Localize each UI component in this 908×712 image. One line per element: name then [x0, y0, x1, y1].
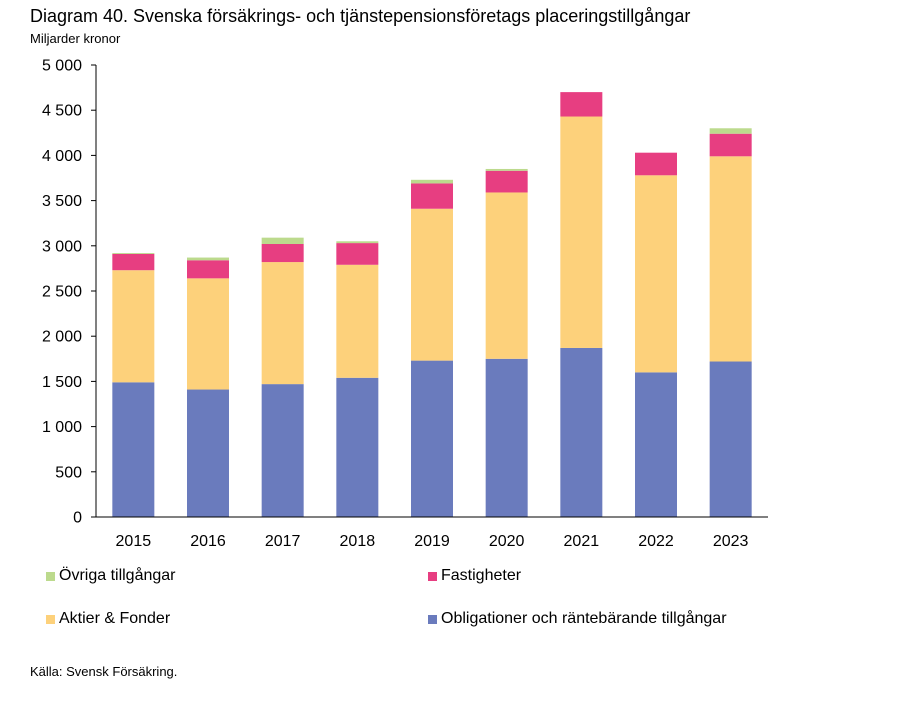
bar-segment: [411, 183, 453, 209]
y-tick-label: 4 000: [42, 148, 82, 165]
bar-segment: [709, 128, 752, 134]
bar-segment: [336, 243, 379, 265]
x-tick-label: 2015: [116, 533, 152, 550]
bar-segment: [709, 156, 752, 362]
legend-swatch: [46, 571, 55, 581]
legend-item: Obligationer och räntebärande tillgångar: [428, 609, 826, 629]
bar-segment: [112, 253, 155, 254]
bar-segment: [560, 92, 603, 117]
y-tick-label: 4 500: [42, 103, 82, 120]
y-tick-label: 5 000: [42, 58, 82, 75]
bar-segment: [635, 175, 677, 373]
x-tick-label: 2019: [414, 533, 450, 550]
bar-segment: [187, 389, 229, 517]
x-tick-label: 2020: [489, 533, 525, 550]
chart-legend: Övriga tillgångar Fastigheter Aktier & Fon…: [46, 566, 826, 629]
y-tick-label: 1 500: [42, 374, 82, 391]
legend-item: Fastigheter: [428, 566, 826, 586]
x-tick-label: 2021: [564, 533, 600, 550]
bar-segment: [485, 168, 528, 171]
legend-swatch: [46, 614, 55, 624]
y-tick-label: 2 500: [42, 284, 82, 301]
bar-segment: [485, 192, 528, 359]
bar-segment: [485, 358, 528, 517]
bar-segment: [411, 208, 453, 361]
bar-segment: [709, 133, 752, 157]
bar-segment: [709, 361, 752, 517]
legend-swatch: [428, 614, 437, 624]
bar-segment: [635, 152, 677, 176]
legend-label: Fastigheter: [441, 567, 522, 584]
bar-segment: [336, 377, 379, 517]
source-note: Källa: Svensk Försäkring.: [30, 664, 178, 679]
legend-item: Övriga tillgångar: [46, 566, 428, 586]
y-axis-unit: Miljarder kronor: [30, 31, 121, 46]
bar-segment: [411, 179, 453, 184]
legend-label: Aktier & Fonder: [59, 610, 171, 627]
bar-segment: [485, 170, 528, 193]
legend-item: Aktier & Fonder: [46, 609, 428, 629]
bar-segment: [560, 116, 603, 348]
stacked-bar-chart: 0 500 1 000 1 500 2 000 2 500 3 000 3 500 4 000 4…: [42, 58, 768, 550]
y-tick-label: 3 500: [42, 193, 82, 210]
bar-segment: [635, 372, 677, 517]
bar-segment: [411, 360, 453, 517]
chart-title: Diagram 40. Svenska försäkrings- och tjä…: [30, 6, 691, 26]
bar-segment: [336, 241, 379, 244]
bar-segment: [261, 262, 304, 385]
y-tick-label: 0: [73, 510, 82, 527]
x-tick-label: 2016: [190, 533, 226, 550]
bar-segment: [261, 243, 304, 263]
bar-segment: [560, 347, 603, 517]
y-tick-label: 3 000: [42, 238, 82, 255]
x-tick-label: 2022: [638, 533, 674, 550]
y-tick-label: 1 000: [42, 419, 82, 436]
bar-segment: [261, 237, 304, 244]
x-tick-label: 2018: [340, 533, 376, 550]
y-tick-label: 2 000: [42, 329, 82, 346]
bar-segment: [112, 253, 155, 271]
bar-segment: [187, 260, 229, 279]
y-tick-label: 500: [55, 464, 82, 481]
legend-swatch: [428, 571, 437, 581]
bar-segment: [112, 270, 155, 383]
x-tick-label: 2017: [265, 533, 301, 550]
bar-segment: [187, 278, 229, 390]
bar-segment: [112, 382, 155, 517]
legend-label: Övriga tillgångar: [59, 567, 176, 584]
legend-label: Obligationer och räntebärande tillgångar: [441, 610, 727, 627]
bar-segment: [336, 264, 379, 378]
bar-segment: [261, 384, 304, 517]
x-tick-label: 2023: [713, 533, 749, 550]
bar-segment: [187, 257, 229, 261]
